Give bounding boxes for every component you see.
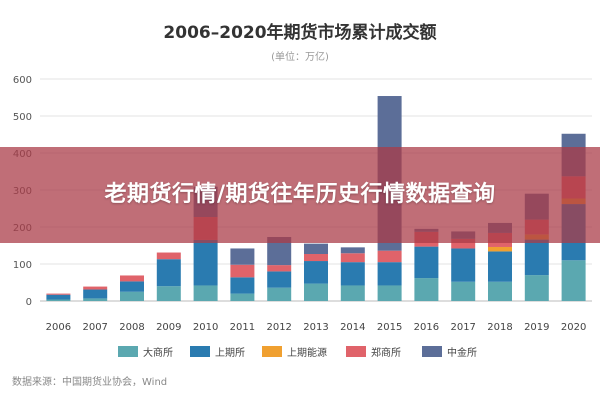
- bar-segment: [524, 239, 549, 276]
- bar-segment: [340, 285, 365, 301]
- legend-label: 上期能源: [287, 346, 327, 359]
- y-tick-label: 100: [13, 260, 32, 271]
- bar-segment: [46, 293, 71, 295]
- x-tick-label: 2015: [377, 322, 402, 333]
- bar-segment: [304, 254, 328, 262]
- x-tick-label: 2008: [119, 322, 144, 333]
- bar-segment: [451, 281, 476, 301]
- source-note: 数据来源：中国期货业协会，Wind: [12, 375, 167, 388]
- bar-segment: [267, 265, 292, 272]
- bar-segment: [267, 271, 292, 288]
- bar-segment: [340, 262, 365, 286]
- legend-label: 中金所: [447, 346, 477, 359]
- x-tick-label: 2007: [82, 322, 107, 333]
- bar-segment: [488, 251, 512, 282]
- bar-segment: [377, 250, 402, 263]
- bar-segment: [230, 277, 255, 294]
- y-tick-label: 500: [13, 112, 32, 123]
- x-tick-label: 2006: [46, 322, 71, 333]
- bar-segment: [304, 283, 328, 301]
- legend-label: 大商所: [143, 346, 173, 359]
- x-tick-label: 2010: [193, 322, 218, 333]
- bar-segment: [156, 286, 181, 301]
- bar-segment: [524, 275, 549, 301]
- legend-swatch: [422, 346, 442, 357]
- x-tick-label: 2012: [266, 322, 291, 333]
- bar-segment: [561, 260, 586, 301]
- legend-swatch: [190, 346, 210, 357]
- bar-segment: [83, 289, 108, 299]
- bar-segment: [488, 281, 512, 301]
- bar-segment: [377, 285, 402, 301]
- bar-segment: [230, 248, 255, 265]
- bar-segment: [488, 246, 512, 252]
- bar-segment: [304, 243, 328, 255]
- bar-segment: [340, 253, 365, 263]
- bar-segment: [451, 238, 476, 249]
- bar-segment: [193, 239, 218, 286]
- bar-segment: [193, 285, 218, 301]
- bar-segment: [46, 299, 71, 301]
- bar-segment: [451, 248, 476, 282]
- x-tick-label: 2011: [230, 322, 255, 333]
- y-tick-label: 600: [13, 75, 32, 86]
- bar-segment: [83, 286, 108, 290]
- bar-segment: [230, 264, 255, 278]
- banner-text: 老期货行情/期货往年历史行情数据查询: [104, 182, 496, 207]
- x-tick-label: 2013: [303, 322, 328, 333]
- legend-swatch: [346, 346, 366, 357]
- x-tick-label: 2009: [156, 322, 181, 333]
- bar-segment: [414, 278, 439, 301]
- bar-segment: [377, 262, 402, 286]
- x-tick-label: 2018: [487, 322, 512, 333]
- legend-label: 上期所: [215, 347, 245, 359]
- x-tick-label: 2014: [340, 322, 365, 333]
- x-tick-label: 2019: [524, 322, 549, 333]
- x-tick-label: 2020: [561, 322, 586, 333]
- bar-segment: [414, 246, 439, 279]
- x-tick-label: 2016: [414, 322, 439, 333]
- bar-segment: [267, 287, 292, 301]
- bar-segment: [83, 298, 108, 301]
- legend-swatch: [118, 346, 138, 357]
- bar-segment: [120, 291, 144, 301]
- bar-segment: [156, 252, 181, 260]
- bar-segment: [230, 293, 255, 301]
- x-tick-label: 2017: [450, 322, 475, 333]
- bar-segment: [46, 294, 71, 300]
- bar-segment: [120, 275, 144, 282]
- bar-segment: [156, 259, 181, 287]
- y-tick-label: 0: [26, 297, 32, 308]
- bar-segment: [304, 261, 328, 284]
- bar-segment: [120, 281, 144, 292]
- chart-title: 2006–2020年期货市场累计成交额: [163, 22, 436, 43]
- chart-subtitle: (单位：万亿): [271, 50, 329, 63]
- title-banner: 老期货行情/期货往年历史行情数据查询: [0, 147, 600, 243]
- bar-segment: [340, 247, 365, 254]
- legend-label: 郑商所: [371, 346, 401, 359]
- legend-swatch: [262, 346, 282, 357]
